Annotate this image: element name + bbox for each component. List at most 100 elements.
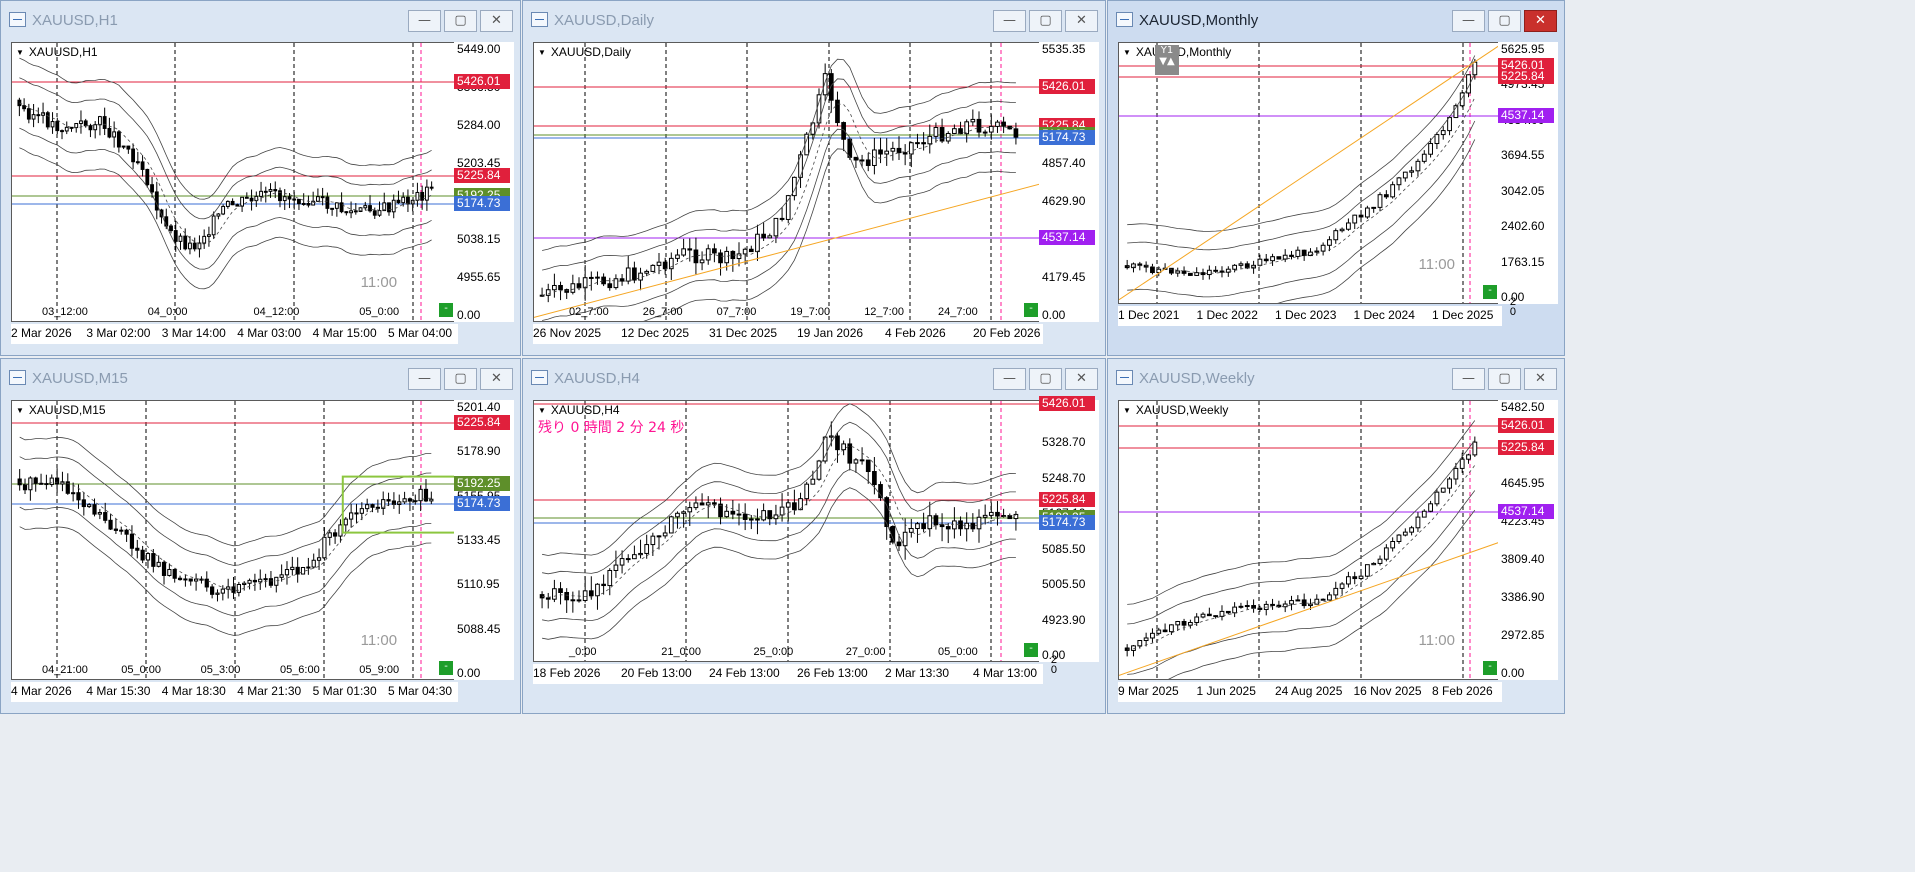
candle-body — [1333, 230, 1339, 241]
minimize-button[interactable]: — — [993, 10, 1026, 32]
maximize-button[interactable]: ▢ — [444, 368, 477, 390]
chart-plot-area[interactable]: XAUUSD,Weekly - 11:00 — [1118, 400, 1502, 680]
scroll-to-end-icon[interactable]: - — [1483, 661, 1497, 675]
candle-body — [1295, 599, 1301, 602]
trend-line — [1119, 43, 1501, 301]
minimize-button[interactable]: — — [408, 10, 441, 32]
maximize-button[interactable]: ▢ — [1029, 368, 1062, 390]
maximize-button[interactable]: ▢ — [1488, 368, 1521, 390]
level-tag: 4537.14 — [1039, 230, 1095, 245]
price-scale-label: 0.00 — [1042, 648, 1066, 662]
chart-window-h1[interactable]: XAUUSD,H1—▢✕XAUUSD,H1-11:005449.005366.5… — [0, 0, 521, 356]
close-button[interactable]: ✕ — [1524, 10, 1557, 32]
level-tag: 5225.84 — [1498, 440, 1554, 455]
candle-body — [699, 502, 705, 506]
chart-window-h4[interactable]: XAUUSD,H4 —▢✕ XAUUSD,H4 - 残り 0 時間 2 分 24 秒 54… — [522, 358, 1106, 714]
time-axis-label: 3 Mar 02:00 — [86, 326, 151, 340]
scroll-to-end-icon[interactable]: - — [1024, 303, 1038, 317]
candle-body — [301, 202, 306, 205]
separator-label: 27_0:00 — [845, 646, 886, 658]
maximize-button[interactable]: ▢ — [1488, 10, 1521, 32]
candle-body — [1346, 222, 1351, 230]
candle-body — [274, 576, 279, 586]
minimize-button[interactable]: — — [408, 368, 441, 390]
candle-body — [847, 443, 853, 464]
candle-body — [693, 502, 699, 509]
subwindow-scale-label: 0 — [1050, 664, 1057, 676]
chart-window-m15[interactable]: XAUUSD,M15 —▢✕ XAUUSD,M15 - 11:00 5201.40 5178… — [0, 358, 521, 714]
candle-body — [284, 569, 290, 576]
candle-body — [236, 584, 241, 593]
maximize-button[interactable]: ▢ — [444, 10, 477, 32]
close-button[interactable]: ✕ — [480, 10, 513, 32]
price-scale-label: 5284.00 — [457, 118, 501, 132]
title-bar[interactable]: XAUUSD,Weekly — ▢ ✕ — [1108, 359, 1564, 399]
candle-body — [343, 518, 348, 526]
minimize-button[interactable]: — — [993, 368, 1026, 390]
candle-body — [327, 532, 332, 538]
chart-plot-area[interactable]: XAUUSD,H4 - 残り 0 時間 2 分 24 秒 — [533, 400, 1043, 662]
indicator-band — [19, 127, 432, 270]
title-bar[interactable]: XAUUSD,H4 — ▢ ✕ — [523, 359, 1105, 399]
candle-body — [247, 579, 252, 584]
candle-body — [197, 242, 202, 250]
level-tag: 5225.84 — [454, 415, 510, 430]
time-axis-label: 4 Mar 15:30 — [86, 684, 151, 698]
candle-body — [921, 523, 926, 530]
candle-body — [17, 478, 22, 486]
scroll-to-end-icon[interactable]: - — [1483, 285, 1497, 299]
candle-body — [1270, 603, 1275, 606]
price-scale-label: 5005.50 — [1042, 577, 1086, 592]
candle-body — [1194, 272, 1200, 276]
chart-window-monthly[interactable]: XAUUSD,Monthly —▢✕XAUUSD,Monthly - 11:00 Y1 … — [1107, 0, 1565, 356]
candle-body — [124, 529, 129, 535]
candle-body — [263, 190, 268, 193]
candle-body — [1289, 254, 1294, 257]
candle-body — [841, 122, 846, 140]
close-button[interactable]: ✕ — [1065, 10, 1098, 32]
candle-body — [81, 499, 86, 508]
price-chart-svg — [1119, 43, 1501, 303]
chart-plot-area[interactable]: XAUUSD,M15 - 11:00 — [11, 400, 458, 680]
chart-plot-area[interactable]: XAUUSD,H1 - 11:00 — [11, 42, 458, 322]
title-bar[interactable]: XAUUSD,Daily — ▢ ✕ — [523, 1, 1105, 41]
separator-label: 07_7:00 — [716, 306, 757, 318]
candle-body — [859, 159, 865, 162]
chart-window-daily[interactable]: XAUUSD,Daily—▢✕XAUUSD,Daily-5535.355307.… — [522, 0, 1106, 356]
chart-plot-area[interactable]: XAUUSD,Daily - — [533, 42, 1043, 322]
candle-body — [88, 125, 93, 131]
close-button[interactable]: ✕ — [480, 368, 513, 390]
maximize-button[interactable]: ▢ — [1029, 10, 1062, 32]
candle-body — [112, 131, 117, 138]
candle-body — [60, 130, 64, 133]
candle-body — [564, 591, 570, 601]
scroll-to-end-icon[interactable]: - — [439, 303, 453, 317]
chart-window-weekly[interactable]: XAUUSD,Weekly —▢✕ XAUUSD,Weekly - 11:00 5482.… — [1107, 358, 1565, 714]
candle-body — [1289, 600, 1294, 605]
candle-body — [1169, 624, 1174, 633]
candle-body — [418, 488, 423, 502]
candle-body — [638, 552, 643, 556]
candle-body — [315, 196, 320, 202]
close-button[interactable]: ✕ — [1524, 368, 1557, 390]
level-tag: 5426.01 — [1039, 79, 1095, 94]
candle-body — [206, 234, 211, 237]
candle-body — [330, 207, 335, 210]
candle-body — [183, 235, 188, 250]
title-bar[interactable]: XAUUSD,M15 — ▢ ✕ — [1, 359, 520, 399]
close-button[interactable]: ✕ — [1065, 368, 1098, 390]
title-bar[interactable]: XAUUSD,Monthly — ▢ ✕ — [1108, 1, 1564, 41]
candle-body — [386, 499, 391, 502]
scroll-to-end-icon[interactable]: - — [1024, 643, 1038, 657]
candle-body — [970, 118, 976, 123]
period-nav[interactable]: Y1 ▼▲ — [1155, 45, 1179, 75]
minimize-button[interactable]: — — [1452, 368, 1485, 390]
minimize-button[interactable]: — — [1452, 10, 1485, 32]
scroll-to-end-icon[interactable]: - — [439, 661, 453, 675]
candle-body — [632, 554, 637, 560]
candle-body — [675, 254, 680, 259]
candle-body — [650, 535, 656, 546]
title-bar[interactable]: XAUUSD,H1 — ▢ ✕ — [1, 1, 520, 41]
candle-body — [1282, 603, 1288, 608]
